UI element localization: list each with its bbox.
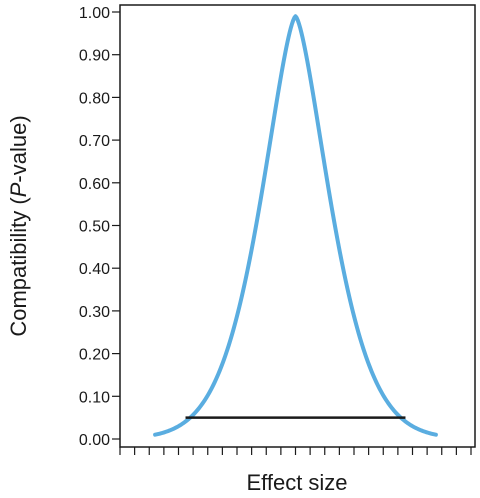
y-tick-label: 0.90 [79, 48, 110, 65]
y-axis-label-suffix: -value) [6, 115, 31, 182]
y-tick-label: 0.70 [79, 133, 110, 150]
x-axis-label: Effect size [246, 470, 347, 495]
y-tick-label: 0.60 [79, 176, 110, 193]
y-tick-label: 0.10 [79, 389, 110, 406]
y-tick-label: 0.00 [79, 432, 110, 449]
p-value-curve [153, 14, 438, 437]
plot-frame [119, 4, 476, 448]
y-axis: 0.00 0.10 0.20 0.30 0.40 0.50 0.60 0.70 0.80 0.90… [79, 5, 120, 449]
y-tick-label: 0.20 [79, 347, 110, 364]
y-tick-label: 0.50 [79, 219, 110, 236]
y-tick-label: 1.00 [79, 5, 110, 22]
y-tick-label: 0.40 [79, 261, 110, 278]
y-tick-label: 0.80 [79, 90, 110, 107]
x-axis [119, 447, 472, 455]
y-axis-label: Compatibility (P-value) [6, 115, 31, 336]
y-tick-label: 0.30 [79, 304, 110, 321]
y-axis-label-italic: P [6, 182, 31, 197]
y-axis-label-prefix: Compatibility ( [6, 197, 31, 337]
